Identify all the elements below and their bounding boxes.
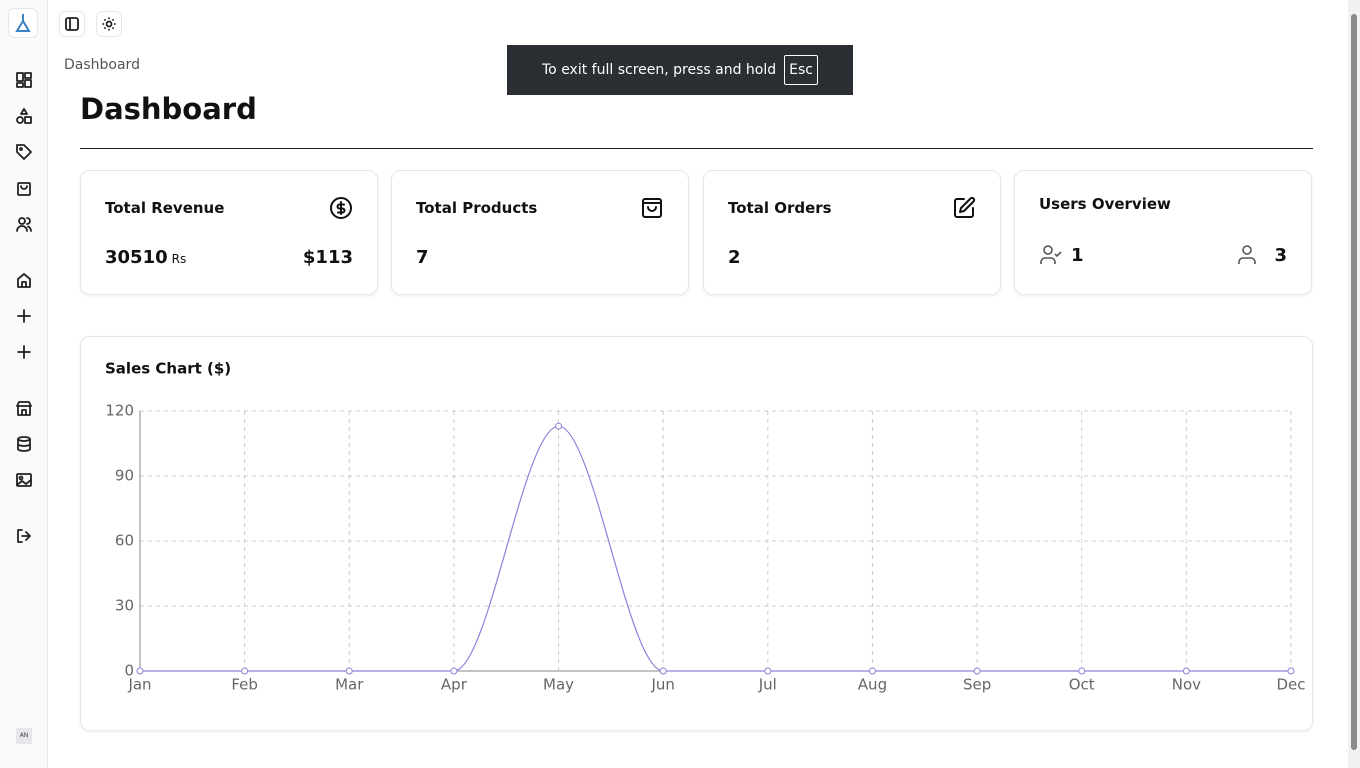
revenue-value: 30510: [105, 247, 168, 268]
x-tick-label: Jun: [650, 676, 674, 694]
scrollbar[interactable]: [1348, 0, 1360, 768]
card-value: 30510 Rs: [105, 247, 186, 268]
nav-images[interactable]: [16, 472, 32, 488]
card-title: Total Orders: [728, 199, 832, 217]
theme-toggle[interactable]: [96, 11, 122, 37]
y-tick-label: 90: [115, 467, 134, 485]
nav-tags[interactable]: [16, 144, 32, 160]
y-tick-label: 60: [115, 532, 134, 550]
verified-users-icon: [1040, 245, 1062, 264]
nav-users[interactable]: [16, 216, 32, 232]
sales-chart-card: Sales Chart ($) 0 30 60 90 120 Jan Feb Mar Apr Ma…: [80, 336, 1313, 731]
users-card: Users Overview 1 3: [1014, 170, 1312, 295]
scrollbar-thumb[interactable]: [1351, 14, 1357, 750]
nav-categories[interactable]: [16, 108, 32, 124]
divider: [80, 148, 1313, 149]
x-tick-label: Aug: [858, 676, 887, 694]
data-point: [1287, 667, 1295, 675]
x-tick-label: Nov: [1172, 676, 1201, 694]
x-tick-label: Apr: [441, 676, 468, 694]
products-card: Total Products 7: [391, 170, 689, 295]
nav-dashboard[interactable]: [16, 72, 32, 88]
data-point: [764, 667, 772, 675]
verified-users: 1: [1071, 245, 1084, 266]
logo[interactable]: [8, 8, 38, 38]
card-value: 2: [728, 247, 741, 268]
nav-add[interactable]: [16, 344, 32, 360]
data-point: [659, 667, 667, 675]
x-tick-label: Mar: [335, 676, 364, 694]
nav-database[interactable]: [16, 436, 32, 452]
edit-icon: [954, 196, 976, 218]
sales-line: [140, 425, 1291, 672]
card-value: 7: [416, 247, 429, 268]
y-tick-label: 30: [115, 597, 134, 615]
card-title: Users Overview: [1039, 195, 1171, 213]
notice-text: To exit full screen, press and hold: [542, 62, 777, 78]
revenue-usd: $113: [302, 247, 353, 268]
x-tick-label: Feb: [231, 676, 258, 694]
data-point: [450, 667, 458, 675]
notice-key: Esc: [784, 55, 818, 85]
chart-title: Sales Chart ($): [105, 360, 231, 378]
fullscreen-notice: To exit full screen, press and hold Esc: [507, 45, 853, 95]
card-title: Total Products: [416, 199, 538, 217]
total-users: 3: [1274, 245, 1287, 266]
y-tick-label: 0: [124, 662, 134, 680]
data-point: [345, 667, 353, 675]
nav-store[interactable]: [16, 400, 32, 416]
dollar-icon: [330, 197, 352, 219]
sidebar: AN: [0, 0, 48, 768]
card-title: Total Revenue: [105, 199, 225, 217]
nav-logout[interactable]: [16, 528, 32, 544]
page-heading: Dashboard: [80, 92, 257, 126]
toggle-sidebar[interactable]: [59, 11, 85, 37]
nav-products[interactable]: [16, 180, 32, 196]
data-point: [241, 667, 249, 675]
data-point: [868, 667, 876, 675]
orders-card: Total Orders 2: [703, 170, 1001, 295]
data-point: [1182, 667, 1190, 675]
breadcrumb[interactable]: Dashboard: [64, 57, 140, 73]
y-tick-label: 120: [105, 402, 134, 420]
revenue-card: Total Revenue 30510 Rs $113: [80, 170, 378, 295]
nav-home[interactable]: [16, 272, 32, 288]
x-tick-label: Oct: [1069, 676, 1095, 694]
data-point: [136, 667, 144, 675]
chart: Sales Chart ($) 0 30 60 90 120 Jan Feb Mar Apr Ma…: [105, 360, 1306, 694]
x-tick-label: Sep: [963, 676, 991, 694]
data-point: [1078, 667, 1086, 675]
x-tick-label: Jan: [127, 676, 151, 694]
data-point: [973, 667, 981, 675]
x-tick-label: May: [543, 676, 574, 694]
nav-add[interactable]: [16, 308, 32, 324]
avatar[interactable]: AN: [16, 728, 32, 744]
x-tick-label: Dec: [1276, 676, 1305, 694]
data-point: [555, 422, 563, 430]
users-icon: [1238, 245, 1256, 264]
x-tick-label: Jul: [758, 676, 777, 694]
bag-icon: [642, 198, 662, 218]
revenue-unit: Rs: [171, 252, 187, 266]
